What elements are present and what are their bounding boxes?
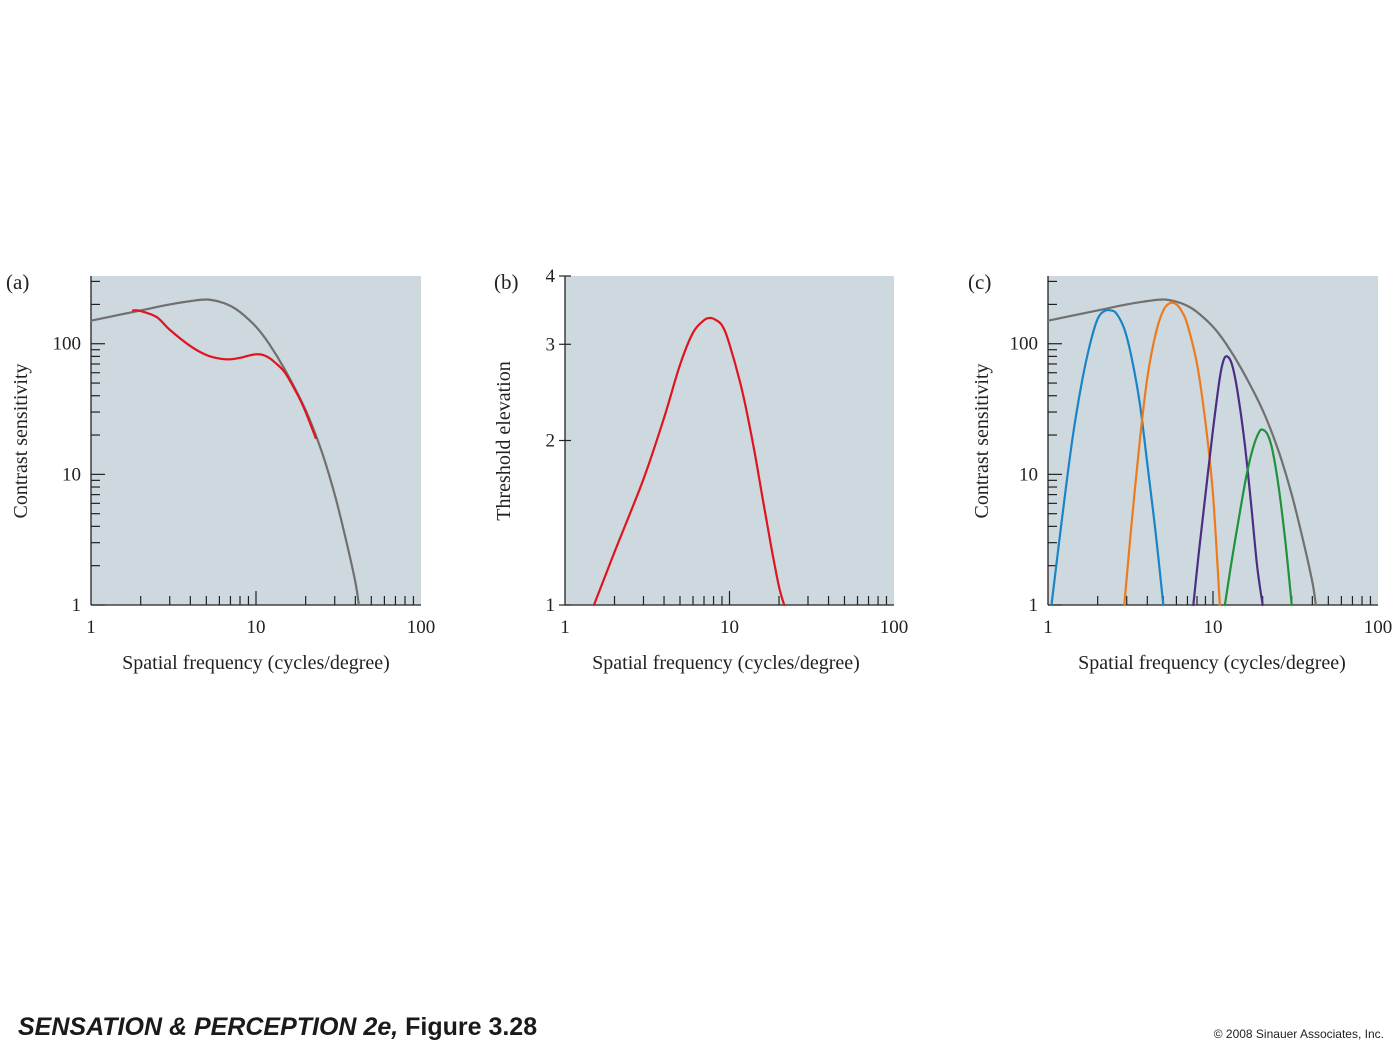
panel-b-curves xyxy=(592,316,786,607)
panel-b-letter: (b) xyxy=(494,270,519,294)
series-line-4 xyxy=(1223,428,1293,607)
series-line-0 xyxy=(1046,298,1317,607)
panel-a-ticks xyxy=(90,276,421,606)
panel-a-plot-area xyxy=(91,276,421,605)
panel-b-xlabel: Spatial frequency (cycles/degree) xyxy=(592,652,860,674)
x-tick-label: 10 xyxy=(1204,617,1223,638)
panel-c-chart: (c) Contrast sensitivity Spatial frequen… xyxy=(968,270,1392,674)
panel-a-ylabel: Contrast sensitivity xyxy=(10,364,32,519)
panel-b-chart: (b) Threshold elevation Spatial frequenc… xyxy=(493,266,908,674)
panel-c-ticks xyxy=(1047,276,1378,606)
y-tick-label: 4 xyxy=(546,266,556,287)
panel-b-ticks xyxy=(559,275,894,606)
x-tick-label: 1 xyxy=(1043,617,1053,638)
panel-a-curves xyxy=(89,298,360,607)
series-line-1 xyxy=(1050,308,1165,607)
copyright-notice: © 2008 Sinauer Associates, Inc. xyxy=(1213,1027,1384,1041)
panel-b-ylabel: Threshold elevation xyxy=(493,361,515,520)
y-tick-label: 10 xyxy=(62,464,81,485)
figure-number: Figure 3.28 xyxy=(398,1013,538,1041)
panel-a-letter: (a) xyxy=(6,270,29,294)
figure-3-28: (a) Contrast sensitivity Spatial frequen… xyxy=(6,266,1392,674)
panel-a-tick-labels: 1 10 100 1 10 100 xyxy=(53,334,436,638)
y-tick-label: 100 xyxy=(53,334,82,355)
x-tick-label: 100 xyxy=(1364,617,1393,638)
panel-c-ylabel: Contrast sensitivity xyxy=(971,364,993,519)
x-tick-label: 10 xyxy=(247,617,266,638)
series-line-0 xyxy=(592,316,786,607)
panel-c-tick-labels: 1 10 100 1 10 100 xyxy=(1010,334,1393,638)
panel-c-curves xyxy=(1046,298,1317,607)
panel-c-plot-area xyxy=(1048,276,1378,605)
panel-b-tick-labels: 1 10 100 1 2 3 4 xyxy=(546,266,909,638)
y-tick-label: 3 xyxy=(546,334,556,355)
figure-caption: SENSATION & PERCEPTION 2e, Figure 3.28 xyxy=(18,1013,537,1042)
x-tick-label: 1 xyxy=(86,617,96,638)
y-tick-label: 2 xyxy=(546,431,556,452)
y-tick-label: 1 xyxy=(72,595,82,616)
y-tick-label: 1 xyxy=(1029,595,1039,616)
panel-c-letter: (c) xyxy=(968,270,991,294)
series-line-2 xyxy=(1123,301,1221,607)
panel-b-plot-area xyxy=(565,276,894,605)
series-line-0 xyxy=(89,298,360,607)
y-tick-label: 100 xyxy=(1010,334,1039,355)
x-tick-label: 100 xyxy=(880,617,909,638)
panel-a-xlabel: Spatial frequency (cycles/degree) xyxy=(122,652,390,674)
x-tick-label: 10 xyxy=(720,617,739,638)
book-title: SENSATION & PERCEPTION 2e, xyxy=(18,1013,399,1041)
x-tick-label: 1 xyxy=(560,617,570,638)
x-tick-label: 100 xyxy=(407,617,436,638)
panel-a-chart: (a) Contrast sensitivity Spatial frequen… xyxy=(6,270,435,674)
series-line-3 xyxy=(1192,355,1264,607)
series-line-1 xyxy=(132,309,317,440)
panel-c-xlabel: Spatial frequency (cycles/degree) xyxy=(1078,652,1346,674)
y-tick-label: 10 xyxy=(1019,464,1038,485)
y-tick-label: 1 xyxy=(546,595,556,616)
